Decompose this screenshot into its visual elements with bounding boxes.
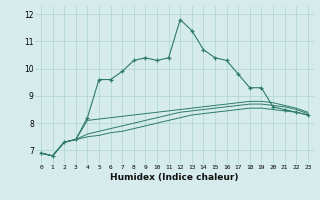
X-axis label: Humidex (Indice chaleur): Humidex (Indice chaleur) (110, 173, 239, 182)
